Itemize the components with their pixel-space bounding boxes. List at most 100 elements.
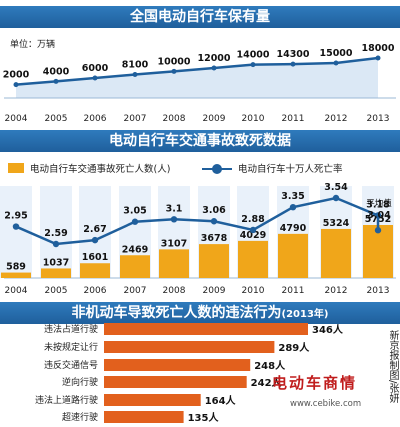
death-rate-point (170, 216, 178, 223)
violation-category-label: 违反交通信号 (44, 359, 98, 371)
section3-title-year: (2013年) (281, 309, 329, 320)
ownership-value-label: 14000 (236, 50, 269, 61)
bar-value-label: 4790 (280, 223, 307, 234)
ownership-point (290, 61, 296, 67)
death-rate-point (131, 218, 139, 225)
violation-value-label: 289人 (278, 341, 310, 354)
x-tick-label: 2011 (282, 114, 305, 124)
ownership-point (13, 82, 19, 88)
ownership-line (15, 56, 379, 86)
credit-text: 新京报制图/张妍 (387, 330, 398, 404)
fatality-bar (159, 249, 189, 278)
violation-bar (104, 394, 201, 406)
column-background (79, 186, 111, 278)
legend-dot-swatch (212, 164, 222, 174)
fatality-combo-chart: 589 2004 1037 2005 1601 2006 2469 2007 3107 2008 3… (0, 182, 396, 296)
ownership-line-chart: 2000 2004 4000 2005 6000 2006 8100 2007 10000 200… (3, 43, 396, 124)
death-rate-label: 3.18 (366, 199, 390, 210)
violation-bar (104, 376, 247, 388)
death-rate-label: 3.06 (202, 205, 226, 216)
death-rate-point (91, 236, 99, 244)
violation-value-label: 135人 (188, 411, 220, 424)
x-tick-label: 2010 (242, 114, 265, 124)
bar-value-label: 1037 (43, 257, 69, 268)
bar-value-label: 1601 (82, 252, 108, 263)
average-caption: 平均值 (366, 198, 392, 209)
legend-bar-swatch (8, 163, 24, 173)
violation-category-label: 违法上道路行驶 (35, 394, 98, 406)
ownership-value-label: 15000 (319, 48, 352, 59)
death-rate-label: 2.88 (241, 214, 265, 225)
death-rate-label: 3.1 (166, 203, 183, 214)
average-point (374, 227, 382, 234)
ownership-point (333, 60, 339, 66)
legend-bar-label: 电动自行车交通事故死亡人数(人) (30, 164, 171, 175)
death-rate-point (249, 226, 257, 234)
violation-category-label: 逆向行驶 (62, 376, 98, 388)
death-rate-label: 2.67 (83, 224, 106, 235)
death-rate-point (52, 240, 60, 248)
violation-bar (104, 341, 275, 353)
ownership-value-label: 2000 (3, 70, 30, 81)
death-rate-point (12, 223, 20, 230)
x-tick-label: 2010 (242, 286, 265, 296)
bar-value-label: 4029 (240, 230, 266, 241)
ownership-point (132, 72, 138, 77)
unit-label: 单位：万辆 (10, 40, 56, 50)
ownership-value-label: 10000 (157, 56, 190, 67)
ownership-point (171, 68, 177, 74)
x-tick-label: 2013 (367, 114, 390, 124)
bar-value-label: 3107 (161, 238, 187, 249)
ownership-value-label: 14300 (276, 49, 309, 60)
death-rate-point (289, 204, 297, 211)
ownership-value-label: 4000 (43, 66, 70, 77)
violation-category-label: 超速行驶 (62, 411, 98, 423)
death-rate-point (332, 194, 340, 202)
fatality-bar (238, 240, 268, 278)
violation-value-label: 248人 (254, 359, 286, 372)
ownership-point (92, 75, 98, 81)
ownership-value-label: 18000 (361, 43, 394, 54)
ownership-point (375, 55, 381, 61)
violation-value-label: 346人 (312, 323, 344, 336)
bar-value-label: 589 (6, 262, 26, 273)
death-rate-label: 3.05 (123, 206, 146, 217)
ownership-value-label: 8100 (122, 60, 149, 71)
violation-category-label: 未按规定让行 (44, 341, 98, 353)
death-rate-label: 3.54 (324, 182, 348, 193)
x-tick-label: 2007 (124, 114, 147, 124)
section1-title: 全国电动自行车保有量 (0, 6, 400, 28)
x-tick-label: 2008 (163, 114, 186, 124)
x-tick-label: 2005 (45, 114, 68, 124)
ownership-value-label: 6000 (82, 63, 109, 74)
x-tick-label: 2013 (367, 286, 390, 296)
violation-category-label: 违法占道行驶 (44, 323, 98, 335)
fatality-bar (363, 225, 393, 278)
violation-bar (104, 359, 251, 371)
fatality-bar (80, 263, 110, 278)
bar-value-label: 5324 (323, 218, 350, 229)
section2-title: 电动自行车交通事故致死数据 (0, 130, 400, 152)
bar-value-label: 3678 (201, 233, 228, 244)
x-tick-label: 2005 (45, 286, 68, 296)
section3-title: 非机动车导致死亡人数的违法行为(2013年) (0, 302, 400, 324)
death-rate-point (374, 212, 382, 219)
watermark: 电动车商情 (272, 374, 358, 392)
x-tick-label: 2008 (163, 286, 186, 296)
section3-title-text: 非机动车导致死亡人数的违法行为 (71, 305, 282, 321)
death-rate-label: 2.95 (4, 211, 27, 222)
fatality-bar (1, 272, 31, 278)
ownership-point (250, 62, 256, 68)
fatality-bar (278, 233, 308, 278)
ownership-point (211, 65, 217, 71)
average-value-label: 3.04 (367, 210, 391, 221)
column-background (40, 186, 72, 278)
x-tick-label: 2004 (5, 114, 28, 124)
x-tick-label: 2009 (203, 286, 226, 296)
bar-value-label: 2469 (122, 244, 148, 255)
violation-bar (104, 323, 308, 335)
fatality-bar (199, 244, 229, 278)
x-tick-label: 2012 (325, 286, 348, 296)
x-tick-label: 2006 (84, 286, 107, 296)
